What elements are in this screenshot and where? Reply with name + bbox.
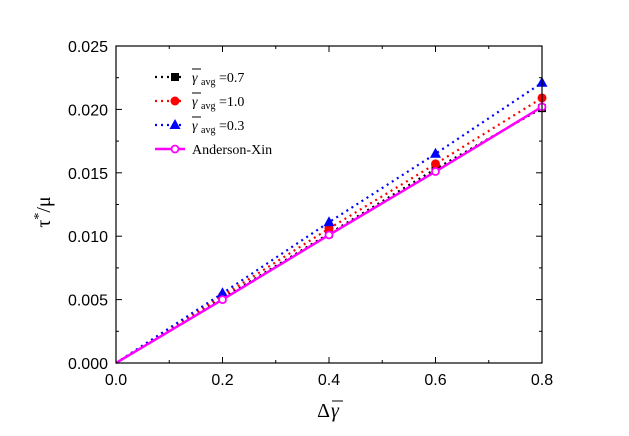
legend-entry: γ avg =0.7 — [155, 68, 244, 88]
legend-marker — [170, 96, 180, 106]
data-point — [218, 295, 227, 305]
legend-label-symbol: γ — [192, 95, 198, 110]
x-tick-label: 0.0 — [105, 372, 127, 389]
y-axis-title-star: * — [32, 213, 47, 220]
y-axis-title-mu: μ — [33, 196, 55, 207]
y-tick-label: 0.000 — [68, 356, 108, 373]
legend-label: Anderson-Xin — [192, 143, 272, 158]
legend-marker — [170, 144, 180, 154]
legend-label-sub: avg — [201, 77, 215, 88]
y-tick-label: 0.005 — [68, 293, 108, 310]
series-4 — [115, 102, 547, 365]
legend-label-symbol: γ — [192, 119, 198, 134]
legend-label-value: =1.0 — [219, 95, 244, 110]
legend-marker — [169, 119, 181, 129]
axis-ticks: 0.0 0.2 0.4 0.6 0.8 0.000 0.005 0.010 0.015 0.020… — [68, 39, 553, 389]
legend-label-value: =0.3 — [219, 119, 244, 134]
plot-frame — [115, 45, 543, 364]
y-tick-label: 0.015 — [68, 166, 108, 183]
data-point — [431, 167, 440, 176]
series-3 — [115, 76, 548, 364]
svg-text:τ*/μ: τ*/μ — [32, 196, 55, 227]
data-point — [324, 224, 334, 234]
series-line — [115, 81, 543, 364]
series-layer — [115, 76, 548, 365]
legend-marker — [171, 73, 179, 81]
legend-label-value: =0.7 — [219, 71, 244, 86]
x-tick-label: 0.6 — [424, 372, 446, 389]
legend-label-sub: avg — [201, 125, 215, 136]
legend-entry: γ avg =1.0 — [155, 92, 244, 112]
x-axis-title: Δ γ — [317, 400, 343, 422]
data-point — [217, 287, 228, 298]
x-axis-title-prefix: Δ — [317, 400, 330, 422]
data-point — [430, 147, 441, 158]
data-point — [431, 159, 440, 169]
legend-label-sub: avg — [201, 101, 215, 112]
y-tick-label: 0.020 — [68, 102, 108, 119]
x-tick-label: 0.8 — [531, 372, 553, 389]
y-tick-label: 0.025 — [68, 39, 108, 56]
y-axis-title-slash: / — [33, 207, 55, 213]
data-point — [323, 216, 335, 227]
y-tick-label: 0.010 — [68, 229, 108, 246]
x-tick-label: 0.4 — [318, 372, 340, 389]
data-point — [324, 230, 334, 240]
y-axis-title: τ*/μ — [32, 196, 55, 227]
legend-label-symbol: γ — [192, 71, 198, 86]
legend-entry: γ avg =0.3 — [155, 116, 244, 136]
x-tick-label: 0.2 — [211, 372, 233, 389]
series-2 — [115, 93, 547, 364]
y-axis-title-tau: τ — [33, 220, 55, 228]
legend-entry: Anderson-Xin — [155, 143, 272, 158]
x-axis-title-symbol: γ — [331, 400, 340, 422]
